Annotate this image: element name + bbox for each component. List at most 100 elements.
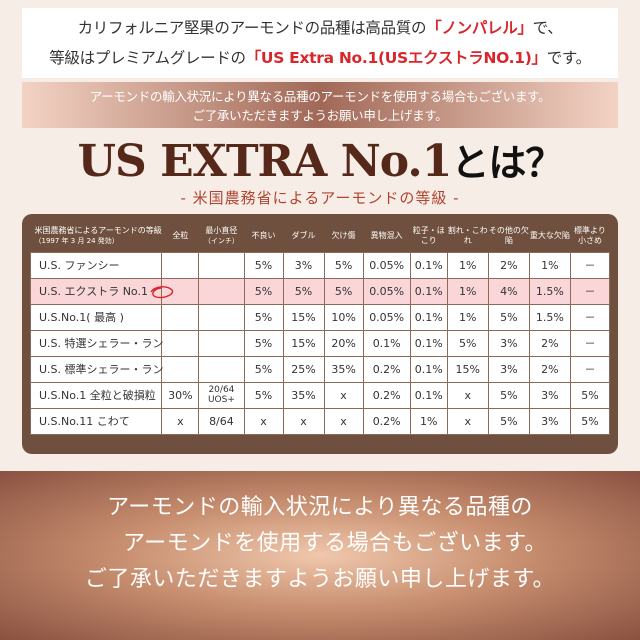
highlighted-grade-name: U.S. エクストラ No.1 [39,284,148,298]
table-cell: 0.1% [409,381,448,409]
table-cell [198,355,245,383]
table-cell [161,329,200,357]
table-cell: U.S. 標準シェラー・ラン [29,355,164,383]
table-cell: 30% [161,381,200,409]
table-cell: 0.05% [362,303,411,331]
table-cell: U.S. ファンシー [29,251,163,279]
table-cell: 0.2% [362,381,411,409]
table-cell: 5% [487,407,530,435]
grade-table: 米国農務省によるアーモンドの等級 （1997 年 3 月 24 発効） 全粒 最… [29,221,611,435]
table-cell: x [446,381,489,409]
table-cell: 3% [528,381,571,409]
table-row: U.S.No.1( 最高 ) 5% 15% 10% 0.05% 0.1% 1% … [29,303,611,331]
table-cell: 10% [323,303,364,331]
table-row: U.S.No.1 全粒と破損粒 30% 20/64 UOS+ 5% 35% x … [29,381,611,409]
bottom-notice-line-1: アーモンドの輸入状況により異なる品種の [107,495,533,520]
page-subtitle: - 米国農務省によるアーモンドの等級 - [180,189,460,207]
table-cell: 15% [282,329,325,357]
header-grade: 米国農務省によるアーモンドの等級 （1997 年 3 月 24 発効） [31,221,162,252]
table-cell: 5% [243,329,284,357]
table-cell: 1% [446,251,489,279]
table-cell: 5% [446,329,489,357]
table-cell: 5% [282,277,325,305]
intro-line-1-text: カリフォルニア堅果のアーモンドの品種は高品質の [77,19,427,37]
hand-drawn-circle-icon [150,285,174,298]
table-cell: x [243,407,284,435]
small-notice-line-2: ご了承いただきますようお願い申し上げます。 [192,108,448,123]
table-cell: 5% [323,251,364,279]
table-cell: 4% [487,277,530,305]
page-title: US EXTRA No.1とは？ [0,138,640,187]
intro-line-1: カリフォルニア堅果のアーモンドの品種は高品質の「ノンパレル」で、 [78,13,563,43]
table-cell: 20/64 UOS+ [198,381,245,409]
header-col: 欠け傷 [331,231,356,241]
table-cell: 2% [487,251,530,279]
table-cell: － [569,329,611,357]
table-cell: － [569,277,611,305]
header-col-label: 最小直径 [205,226,238,236]
table-cell: 0.1% [409,303,448,331]
intro-line-2-text: 等級はプレミアムグレードの [49,49,246,67]
variety-highlight: 「ノンパレル」 [426,19,533,37]
title-main: US EXTRA No.1 [77,136,453,187]
table-cell: 1.5% [528,303,571,331]
table-cell [161,355,200,383]
table-cell: U.S.No.1( 最高 ) [29,303,163,331]
table-cell: 0.1% [409,251,448,279]
header-col: 標準より小さめ [574,226,606,246]
grade-highlight: 「US Extra No.1(USエクストラNO.1)」 [245,49,547,67]
table-cell [198,329,245,357]
table-cell: 5% [243,303,284,331]
table-cell: x [282,407,325,435]
table-cell: 0.1% [409,277,448,305]
bottom-notice-line-3: ご了承いただきますようお願い申し上げます。 [84,567,556,592]
table-cell: 1% [446,303,489,331]
header-col: 粒子・ほこり [412,226,445,246]
header-grade-date: （1997 年 3 月 24 発効） [34,237,119,246]
intro-line-1-end: で、 [532,19,563,37]
table-cell: 1.5% [528,277,571,305]
table-cell: 0.05% [362,277,411,305]
table-cell: U.S.No.1 全粒と破損粒 [29,381,163,409]
table-cell: U.S.No.11 こわて [29,407,163,435]
table-cell: 25% [282,355,325,383]
small-notice-line-1: アーモンドの輸入状況により異なる品種のアーモンドを使用する場合もございます。 [89,89,551,104]
header-col: 最小直径 （インチ） [199,221,244,252]
table-row: U.S. 標準シェラー・ラン 5% 25% 35% 0.2% 0.1% 15% … [29,355,611,383]
header-col-unit: （インチ） [203,237,239,246]
table-cell: 15% [282,303,325,331]
table-cell: 35% [323,355,364,383]
table-cell: 0.1% [409,355,448,383]
table-cell: 0.2% [362,407,411,435]
table-cell: 3% [528,407,571,435]
header-col: 割れ・こわれ [447,226,488,246]
table-cell: 8/64 [198,407,245,435]
header-grade-label: 米国農務省によるアーモンドの等級 [34,226,162,236]
bottom-notice-line-2: アーモンドを使用する場合もございます。 [123,531,547,556]
table-cell: 2% [528,329,571,357]
grade-table-panel: 米国農務省によるアーモンドの等級 （1997 年 3 月 24 発効） 全粒 最… [22,214,618,454]
bottom-notice-banner: アーモンドの輸入状況により異なる品種の アーモンドを使用する場合もございます。 … [0,471,640,640]
table-row: U.S.No.11 こわて x 8/64 x x x 0.2% 1% x 5% … [29,407,611,435]
header-col: その他の欠陥 [488,226,529,246]
table-cell: 0.05% [362,251,411,279]
header-col: 全粒 [172,231,189,241]
table-cell: 5% [243,381,284,409]
table-cell: 1% [409,407,448,435]
table-cell: 3% [487,355,530,383]
table-cell: 5% [487,303,530,331]
header-col: ダブル [291,231,316,241]
table-cell [198,277,245,305]
header-col: 異物混入 [370,231,403,241]
title-suffix: とは？ [451,141,563,185]
table-cell: － [569,251,611,279]
table-row: U.S. 特選シェラー・ラン 5% 15% 20% 0.1% 0.1% 5% 3… [29,329,611,357]
table-cell: 1% [528,251,571,279]
header-col: 不良い [251,231,276,241]
table-cell: x [323,407,364,435]
table-cell: 3% [282,251,325,279]
table-cell: 5% [569,381,611,409]
table-cell: 5% [569,407,611,435]
table-cell: 15% [446,355,489,383]
intro-box: カリフォルニア堅果のアーモンドの品種は高品質の「ノンパレル」で、 等級はプレミア… [22,8,618,78]
